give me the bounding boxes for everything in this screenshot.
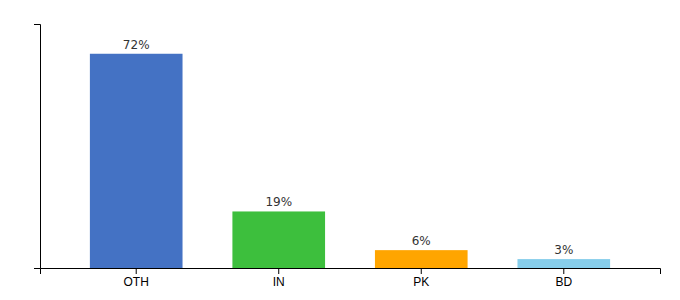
plot: OTH IN PK BD 72% 19% 6% 3% [34, 25, 661, 289]
x-tick: IN [273, 268, 285, 289]
x-tick: PK [413, 268, 429, 289]
x-tick-mark [563, 268, 564, 274]
x-tick: OTH [124, 268, 149, 289]
bar [517, 259, 610, 268]
x-tick: BD [555, 268, 572, 289]
x-tick-mark [278, 268, 279, 274]
x-tick-label: IN [273, 275, 285, 289]
data-label: 6% [412, 234, 431, 248]
x-tick-label: OTH [124, 275, 149, 289]
data-labels: 72% 19% 6% 3% [123, 38, 573, 257]
bars [90, 54, 610, 268]
chart: OTH IN PK BD 72% 19% 6% 3% [0, 0, 680, 300]
x-tick-mark [136, 268, 137, 274]
data-label: 72% [123, 38, 150, 52]
y-axis-line [34, 25, 41, 269]
x-tick-mark [421, 268, 422, 274]
bar [232, 211, 325, 268]
data-label: 19% [265, 195, 292, 209]
bar [375, 250, 468, 268]
chart-container: OTH IN PK BD 72% 19% 6% 3% [0, 0, 680, 300]
x-tick-label: BD [555, 275, 572, 289]
data-label: 3% [554, 243, 573, 257]
x-tick-label: PK [413, 275, 429, 289]
bar [90, 54, 183, 268]
x-axis: OTH IN PK BD [41, 268, 661, 289]
x-axis-line [41, 269, 661, 275]
y-axis [34, 25, 41, 269]
